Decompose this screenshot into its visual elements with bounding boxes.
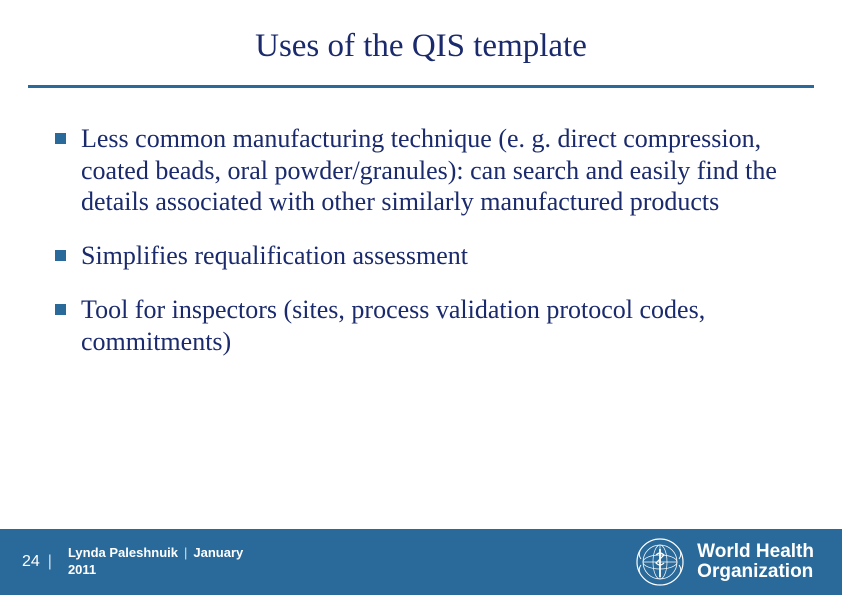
footer-date-bottom: 2011 — [68, 562, 243, 579]
footer-divider: | — [40, 553, 60, 571]
logo-text: World Health Organization — [697, 542, 814, 582]
bullet-text: Simplifies requalification assessment — [81, 240, 468, 272]
bullet-item: Tool for inspectors (sites, process vali… — [55, 294, 787, 357]
footer-bar: 24 | Lynda Paleshnuik | January 2011 — [0, 529, 842, 595]
bullet-square-icon — [55, 250, 66, 261]
bullet-item: Simplifies requalification assessment — [55, 240, 787, 272]
bullet-text: Tool for inspectors (sites, process vali… — [81, 294, 787, 357]
footer-divider: | — [184, 545, 187, 562]
slide-title: Uses of the QIS template — [0, 0, 842, 85]
who-logo-icon — [635, 537, 685, 587]
logo-line1: World Health — [697, 542, 814, 562]
bullet-item: Less common manufacturing technique (e. … — [55, 123, 787, 218]
bullet-text: Less common manufacturing technique (e. … — [81, 123, 787, 218]
slide-number: 24 — [0, 553, 40, 571]
bullet-square-icon — [55, 304, 66, 315]
footer-author-block: Lynda Paleshnuik | January 2011 — [60, 545, 243, 579]
footer-date-top: January — [193, 545, 243, 562]
logo-line2: Organization — [697, 562, 814, 582]
bullet-square-icon — [55, 133, 66, 144]
content-area: Less common manufacturing technique (e. … — [0, 88, 842, 357]
slide: Uses of the QIS template Less common man… — [0, 0, 842, 595]
logo-block: World Health Organization — [635, 537, 814, 587]
footer-author: Lynda Paleshnuik — [68, 545, 178, 562]
